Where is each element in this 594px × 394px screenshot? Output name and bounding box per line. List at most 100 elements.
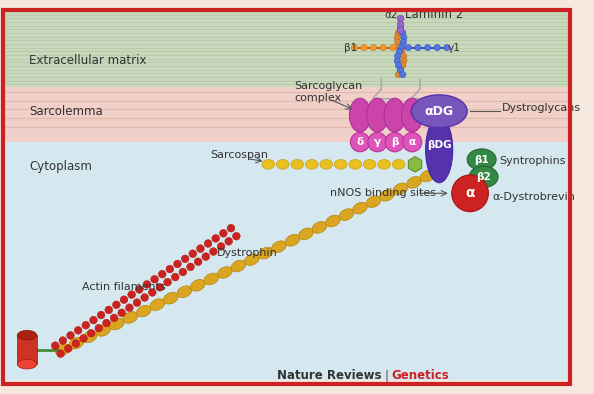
Circle shape	[202, 253, 210, 260]
Circle shape	[112, 301, 120, 309]
Ellipse shape	[83, 331, 97, 343]
Text: Cytoplasm: Cytoplasm	[29, 160, 92, 173]
Circle shape	[400, 71, 406, 78]
Ellipse shape	[277, 160, 289, 169]
Ellipse shape	[378, 160, 390, 169]
Polygon shape	[408, 157, 422, 172]
Text: γ1: γ1	[448, 43, 461, 52]
Ellipse shape	[109, 318, 124, 330]
Circle shape	[103, 319, 110, 327]
Circle shape	[118, 309, 125, 317]
Bar	[17, 335, 37, 364]
Ellipse shape	[299, 228, 313, 240]
Circle shape	[397, 25, 404, 32]
Circle shape	[400, 62, 406, 69]
Circle shape	[415, 45, 421, 51]
Circle shape	[394, 58, 400, 64]
Circle shape	[143, 281, 151, 288]
Circle shape	[361, 45, 367, 51]
Ellipse shape	[403, 132, 422, 152]
Ellipse shape	[366, 98, 388, 132]
Ellipse shape	[177, 286, 192, 297]
Text: βDG: βDG	[427, 140, 451, 150]
Circle shape	[444, 45, 450, 51]
Ellipse shape	[204, 273, 219, 285]
Ellipse shape	[393, 160, 405, 169]
Ellipse shape	[320, 160, 333, 169]
Ellipse shape	[163, 292, 178, 304]
Ellipse shape	[366, 196, 381, 208]
Bar	[5, 12, 568, 87]
Text: Extracellular matrix: Extracellular matrix	[29, 54, 147, 67]
Text: Actin filaments: Actin filaments	[82, 282, 166, 292]
Ellipse shape	[123, 312, 138, 323]
Ellipse shape	[17, 359, 37, 369]
Circle shape	[133, 299, 141, 307]
Ellipse shape	[407, 177, 421, 188]
Circle shape	[159, 270, 166, 278]
Circle shape	[394, 53, 401, 59]
Circle shape	[105, 306, 113, 314]
Circle shape	[400, 30, 406, 36]
Circle shape	[181, 255, 189, 263]
Circle shape	[125, 304, 133, 312]
Ellipse shape	[96, 325, 110, 336]
Ellipse shape	[350, 132, 369, 152]
Ellipse shape	[349, 160, 362, 169]
Text: δ: δ	[356, 137, 364, 147]
Circle shape	[451, 175, 488, 212]
Circle shape	[219, 229, 227, 237]
Circle shape	[405, 45, 412, 51]
Text: Sarcoglycan
complex: Sarcoglycan complex	[295, 81, 363, 103]
Ellipse shape	[271, 241, 286, 253]
Text: β1: β1	[344, 43, 357, 52]
Circle shape	[401, 58, 407, 64]
Text: α2: α2	[384, 10, 397, 20]
Circle shape	[57, 350, 65, 357]
Ellipse shape	[380, 190, 394, 201]
Ellipse shape	[334, 160, 347, 169]
Bar	[428, 160, 440, 169]
Text: Sarcolemma: Sarcolemma	[29, 105, 103, 118]
Ellipse shape	[326, 215, 340, 227]
Circle shape	[97, 311, 105, 319]
Ellipse shape	[353, 202, 367, 214]
Ellipse shape	[421, 170, 435, 182]
Ellipse shape	[285, 234, 300, 246]
Ellipse shape	[55, 344, 70, 355]
Circle shape	[189, 250, 197, 258]
Circle shape	[120, 296, 128, 303]
Ellipse shape	[191, 279, 205, 291]
Text: β: β	[391, 137, 399, 147]
Circle shape	[210, 248, 217, 255]
Ellipse shape	[385, 132, 405, 152]
Circle shape	[399, 44, 405, 50]
Circle shape	[399, 48, 405, 54]
Circle shape	[434, 45, 440, 51]
Circle shape	[156, 283, 164, 291]
Ellipse shape	[305, 160, 318, 169]
Ellipse shape	[469, 166, 498, 188]
Ellipse shape	[402, 98, 423, 132]
Circle shape	[194, 258, 202, 266]
Circle shape	[135, 286, 143, 294]
Circle shape	[380, 45, 386, 51]
Circle shape	[401, 34, 407, 41]
Ellipse shape	[217, 267, 232, 278]
Text: Nature Reviews: Nature Reviews	[277, 369, 381, 382]
Circle shape	[394, 34, 400, 41]
Circle shape	[64, 345, 72, 353]
Text: β2: β2	[476, 172, 491, 182]
Text: Laminin 2: Laminin 2	[405, 8, 464, 21]
Circle shape	[151, 275, 159, 283]
Ellipse shape	[349, 98, 371, 132]
Circle shape	[396, 48, 403, 54]
Circle shape	[95, 324, 103, 332]
Bar	[5, 87, 568, 142]
Ellipse shape	[150, 299, 165, 310]
Circle shape	[225, 238, 233, 245]
Circle shape	[80, 335, 87, 342]
Circle shape	[197, 245, 204, 253]
Ellipse shape	[411, 95, 467, 128]
Circle shape	[397, 67, 404, 73]
